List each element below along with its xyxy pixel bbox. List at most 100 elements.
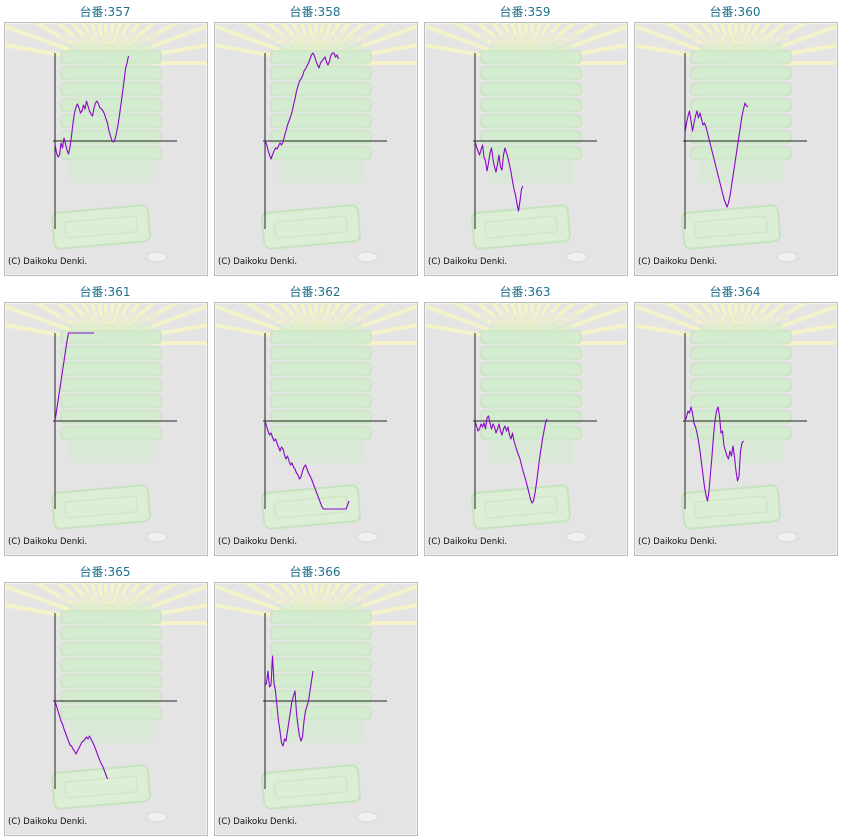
chart-title: 台番:358	[289, 5, 341, 19]
ball	[690, 312, 700, 322]
background-art	[635, 303, 837, 543]
series-line	[474, 140, 524, 212]
series-line	[684, 406, 744, 502]
ball	[270, 32, 280, 42]
ball	[325, 595, 335, 605]
ball	[303, 595, 313, 605]
ball	[568, 312, 578, 322]
copyright-text: (C) Daikoku Denki.	[638, 257, 718, 267]
chart-title: 台番:365	[79, 565, 131, 579]
ball	[82, 32, 92, 42]
ray	[734, 303, 753, 345]
tower-body	[279, 323, 363, 463]
tower-body	[69, 43, 153, 183]
ball	[82, 592, 92, 602]
ball	[524, 312, 534, 322]
chart-title: 台番:359	[499, 5, 551, 19]
chart-title: 台番:360	[709, 5, 761, 19]
ball	[303, 35, 313, 45]
ball	[347, 315, 357, 325]
ball	[137, 315, 147, 325]
ball	[734, 312, 744, 322]
chart-cell: 台番:361 (C) Daikoku Denki.	[0, 280, 210, 560]
ball	[270, 312, 280, 322]
ball	[314, 32, 324, 42]
ball	[502, 32, 512, 42]
ball	[148, 312, 158, 322]
chart-svg	[635, 303, 837, 543]
medal-tray	[261, 484, 361, 530]
chart-cell: 台番:359 (C) Daikoku Denki.	[420, 0, 630, 280]
ball	[325, 315, 335, 325]
medal-tray	[681, 484, 781, 530]
chart-panel: (C) Daikoku Denki.	[424, 302, 628, 556]
ball	[115, 595, 125, 605]
series-line	[474, 415, 548, 504]
ball	[723, 35, 733, 45]
coin	[146, 811, 168, 823]
ball	[778, 312, 788, 322]
coin	[566, 531, 588, 543]
ball	[292, 312, 302, 322]
ball	[148, 592, 158, 602]
series-line	[264, 420, 350, 510]
ball	[270, 592, 280, 602]
chart-cell: 台番:357 (C) Daikoku Denki.	[0, 0, 210, 280]
series-line	[54, 332, 94, 422]
chart-svg	[5, 303, 207, 543]
ray	[524, 23, 543, 65]
chart-panel: (C) Daikoku Denki.	[4, 22, 208, 276]
chart-cell: 台番:366 (C) Daikoku Denki.	[210, 560, 420, 840]
ball	[513, 315, 523, 325]
chart-panel: (C) Daikoku Denki.	[4, 302, 208, 556]
copyright-text: (C) Daikoku Denki.	[8, 257, 88, 267]
ball	[292, 32, 302, 42]
background-art	[5, 583, 207, 823]
ray	[314, 303, 333, 345]
chart-panel: (C) Daikoku Denki.	[4, 582, 208, 836]
ball	[104, 592, 114, 602]
ball	[557, 35, 567, 45]
copyright-text: (C) Daikoku Denki.	[638, 537, 718, 547]
ball	[281, 315, 291, 325]
ball	[71, 315, 81, 325]
ball	[71, 595, 81, 605]
ball	[137, 595, 147, 605]
medal-tray-inner	[483, 495, 559, 519]
ball	[734, 32, 744, 42]
chart-cell: 台番:364 (C) Daikoku Denki.	[630, 280, 840, 560]
ball	[126, 592, 136, 602]
ball	[325, 35, 335, 45]
medal-tray	[471, 204, 571, 250]
coin	[776, 531, 798, 543]
ball	[148, 32, 158, 42]
chart-panel: (C) Daikoku Denki.	[634, 22, 838, 276]
ball	[546, 312, 556, 322]
ball	[712, 312, 722, 322]
chart-title: 台番:361	[79, 285, 131, 299]
background-art	[215, 23, 417, 263]
chart-panel: (C) Daikoku Denki.	[424, 22, 628, 276]
medal-tray-inner	[63, 495, 139, 519]
chart-cell: 台番:358 (C) Daikoku Denki.	[210, 0, 420, 280]
coin	[776, 251, 798, 263]
copyright-text: (C) Daikoku Denki.	[218, 257, 298, 267]
background-art	[215, 303, 417, 543]
ball	[358, 312, 368, 322]
ball	[756, 32, 766, 42]
tower-body	[69, 323, 153, 463]
ball	[535, 315, 545, 325]
ball	[93, 35, 103, 45]
chart-cell: 台番:365 (C) Daikoku Denki.	[0, 560, 210, 840]
copyright-text: (C) Daikoku Denki.	[218, 537, 298, 547]
ball	[745, 35, 755, 45]
ball	[502, 312, 512, 322]
ball	[71, 35, 81, 45]
ray	[314, 23, 333, 65]
ray	[104, 583, 123, 625]
background-art	[425, 23, 627, 263]
medal-tray-inner	[273, 215, 349, 239]
copyright-text: (C) Daikoku Denki.	[218, 817, 298, 827]
tower-body	[489, 43, 573, 183]
coin	[146, 531, 168, 543]
